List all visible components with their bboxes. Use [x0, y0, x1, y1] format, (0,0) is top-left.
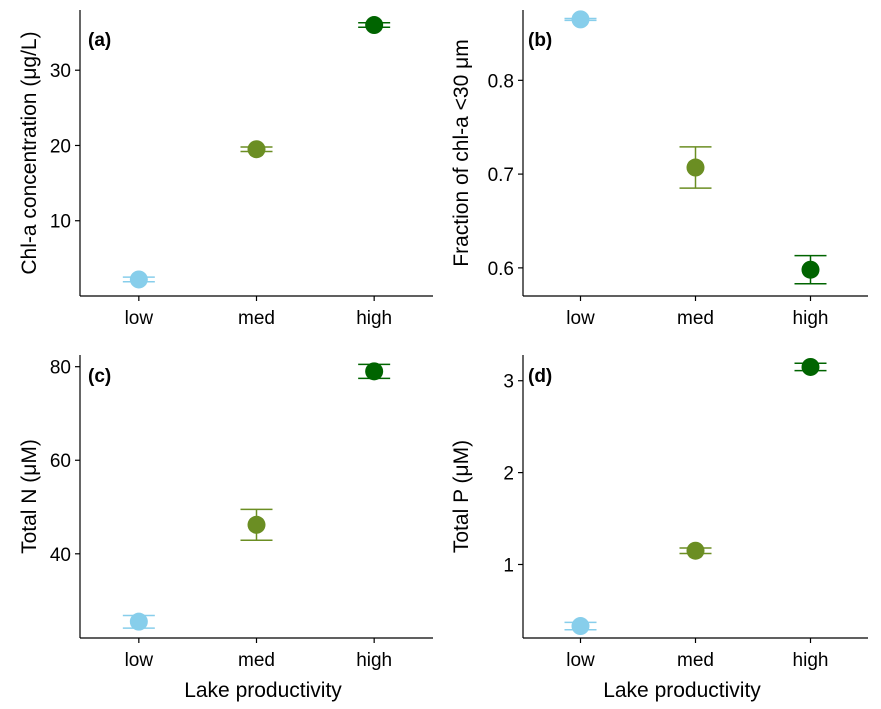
data-point-low — [571, 10, 590, 29]
y-tick-label: 60 — [50, 451, 71, 472]
data-point-med — [247, 140, 266, 159]
x-tick-label: low — [566, 308, 595, 329]
data-point-low — [129, 270, 148, 289]
data-point-high — [365, 16, 384, 35]
panel-tag: (a) — [88, 30, 111, 51]
x-tick-label: low — [566, 650, 595, 671]
data-point-low — [571, 617, 590, 636]
x-tick-label: high — [793, 650, 829, 671]
y-tick-label: 0.6 — [488, 259, 514, 280]
y-tick-label: 40 — [50, 545, 71, 566]
y-tick-label: 20 — [50, 136, 71, 157]
panel-c: 40 60 80 low med high Total N (μM) (c) — [18, 355, 433, 671]
data-point-med — [686, 541, 705, 560]
x-tick-label: high — [793, 308, 829, 329]
x-axis-title-left: Lake productivity — [184, 679, 342, 702]
x-tick-label: med — [677, 650, 714, 671]
panel-b: 0.6 0.7 0.8 low med high Fraction of chl-a <30… — [450, 10, 868, 329]
y-axis-title: Fraction of chl-a <30 μm — [450, 39, 473, 266]
y-tick-label: 2 — [503, 464, 514, 485]
y-tick-label: 80 — [50, 358, 71, 379]
x-tick-label: high — [356, 308, 392, 329]
y-axis-title: Total N (μM) — [18, 439, 41, 554]
y-tick-label: 0.8 — [488, 71, 514, 92]
data-point-high — [801, 260, 820, 279]
panel-d: 1 2 3 low med high Total P (μM) (d) — [450, 355, 868, 671]
x-tick-label: high — [356, 650, 392, 671]
y-tick-label: 0.7 — [488, 165, 514, 186]
x-axis-title-right: Lake productivity — [603, 679, 761, 702]
data-point-high — [801, 357, 820, 376]
x-tick-label: med — [238, 308, 275, 329]
panel-tag: (c) — [88, 366, 111, 387]
y-axis-title: Total P (μM) — [450, 440, 473, 553]
data-point-low — [129, 612, 148, 631]
y-tick-label: 10 — [50, 212, 71, 233]
panel-tag: (d) — [528, 366, 552, 387]
panel-tag: (b) — [528, 30, 552, 51]
y-tick-label: 30 — [50, 61, 71, 82]
x-tick-label: med — [677, 308, 714, 329]
x-tick-label: low — [125, 308, 154, 329]
y-tick-label: 3 — [503, 372, 514, 393]
data-point-med — [247, 515, 266, 534]
data-point-high — [365, 362, 384, 381]
y-tick-label: 1 — [503, 555, 514, 576]
x-tick-label: med — [238, 650, 275, 671]
y-axis-title: Chl-a concentration (μg/L) — [18, 31, 41, 274]
panel-a: 10 20 30 low med high Chl-a concentration (μg/… — [18, 10, 433, 329]
data-point-med — [686, 158, 705, 177]
x-tick-label: low — [125, 650, 154, 671]
